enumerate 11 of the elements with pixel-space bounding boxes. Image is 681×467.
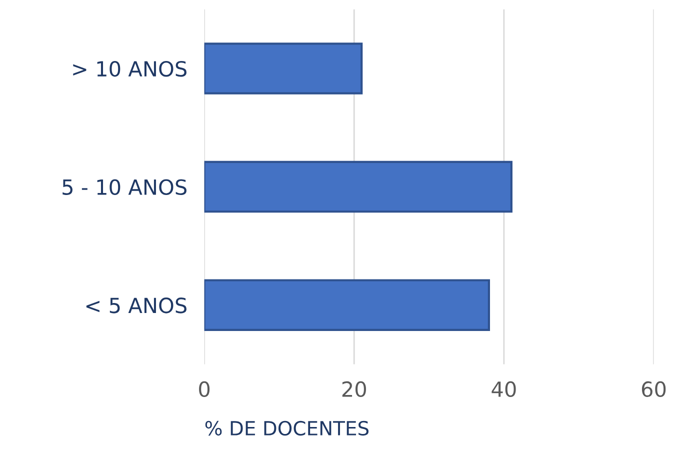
- y-tick-label: 5 - 10 ANOS: [62, 179, 186, 196]
- bar: [204, 279, 490, 331]
- x-tick-label: 0: [199, 381, 210, 398]
- x-tick-label: 40: [492, 381, 516, 398]
- x-tick-label: 20: [342, 381, 366, 398]
- x-axis-title: % DE DOCENTES: [205, 420, 369, 436]
- x-tick-label: 60: [642, 381, 666, 398]
- y-tick-label: > 10 ANOS: [73, 60, 186, 77]
- bar: [204, 42, 363, 94]
- y-tick-label: < 5 ANOS: [86, 298, 186, 314]
- bar: [204, 160, 512, 213]
